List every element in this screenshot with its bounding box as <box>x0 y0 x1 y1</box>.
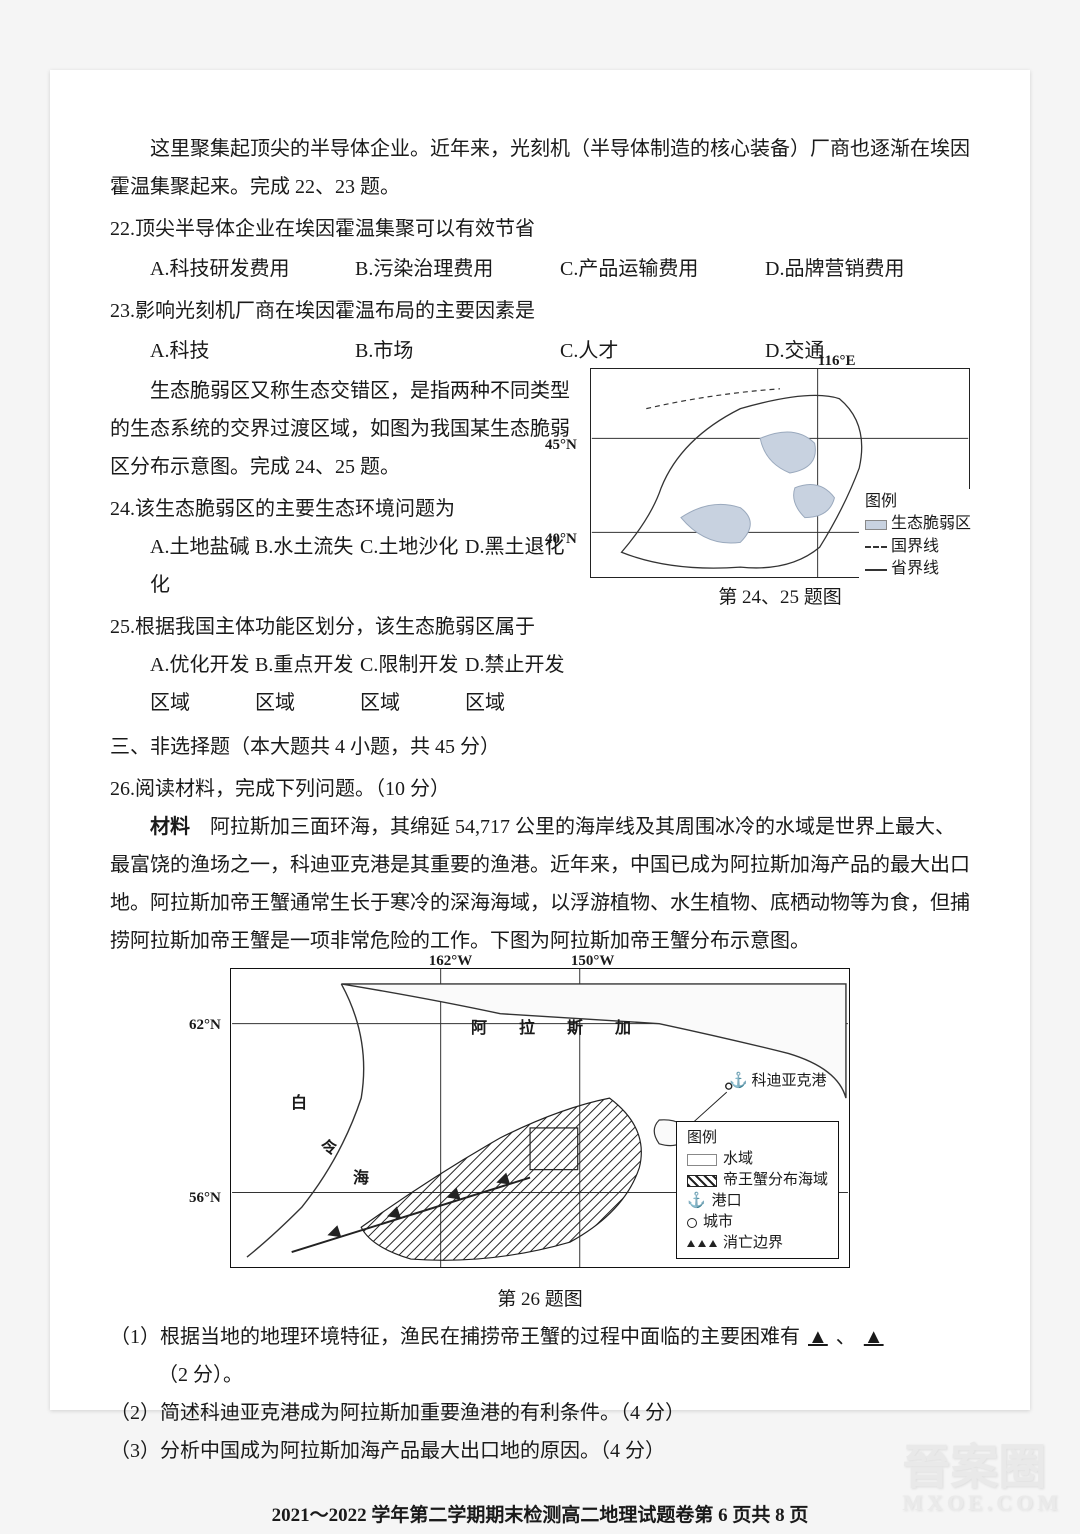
map1-legend-province: 省界线 <box>891 560 939 577</box>
q23-opt-c: C.人才 <box>560 332 765 370</box>
q25-opt-c: C.限制开发区域 <box>360 646 465 722</box>
q23-opt-b: B.市场 <box>355 332 560 370</box>
q22-stem: 22.顶尖半导体企业在埃因霍温集聚可以有效节省 <box>110 210 970 248</box>
map2-lat62: 62°N <box>189 1011 221 1040</box>
material-label: 材料 <box>150 816 190 838</box>
q25-options: A.优化开发区域 B.重点开发区域 C.限制开发区域 D.禁止开发区域 <box>110 646 570 722</box>
map2-legend-title: 图例 <box>687 1128 828 1149</box>
q25-opt-a: A.优化开发区域 <box>150 646 255 722</box>
water-swatch-icon <box>687 1154 717 1166</box>
material-text: 阿拉斯加三面环海，其绵延 54,717 公里的海岸线及其周围冰冷的水域是世界上最… <box>110 816 970 952</box>
map1-legend: 图例 生态脆弱区 国界线 省界线 <box>859 489 971 583</box>
q22-options: A.科技研发费用 B.污染治理费用 C.产品运输费用 D.品牌营销费用 <box>110 250 970 288</box>
watermark-main: 晉案圈 <box>902 1444 1062 1492</box>
blank-2: ▲ <box>856 1318 892 1356</box>
legend-boundary: 消亡边界 <box>723 1233 783 1254</box>
q22-opt-b: B.污染治理费用 <box>355 250 560 288</box>
section-3-title: 三、非选择题（本大题共 4 小题，共 45 分） <box>110 728 970 766</box>
q26-sub1: （1）根据当地的地理环境特征，渔民在捕捞帝王蟹的过程中面临的主要困难有▲、▲ <box>110 1318 970 1356</box>
sep: 、 <box>836 1326 856 1348</box>
q26-sub2: （2）简述科迪亚克港成为阿拉斯加重要渔港的有利条件。（4 分） <box>110 1394 970 1432</box>
boundary-icon <box>687 1240 717 1247</box>
q24-opt-c: C.土地沙化 <box>360 528 465 604</box>
label-kodiak-port: ⚓ 科迪亚克港 <box>729 1067 826 1096</box>
anchor-icon: ⚓ <box>687 1191 706 1212</box>
label-bering-3: 海 <box>353 1164 369 1194</box>
page-footer: 2021～2022 学年第二学期期末检测高二地理试题卷第 6 页共 8 页 <box>110 1498 970 1534</box>
q24-opt-b: B.水土流失 <box>255 528 360 604</box>
q22-opt-c: C.产品运输费用 <box>560 250 765 288</box>
q22-opt-a: A.科技研发费用 <box>150 250 355 288</box>
map1-lat40-label: 40°N <box>545 525 577 554</box>
map1-legend-national: 国界线 <box>891 538 939 555</box>
q25-opt-d: D.禁止开发区域 <box>465 646 570 722</box>
q22-opt-d: D.品牌营销费用 <box>765 250 970 288</box>
q23-opt-a: A.科技 <box>150 332 355 370</box>
map2-lon162: 162°W <box>429 947 473 976</box>
map1-lon-label: 116°E <box>818 347 856 376</box>
hatch-swatch-icon <box>687 1175 717 1187</box>
map2-legend: 图例 水域 帝王蟹分布海域 ⚓ 港口 城市 消亡边界 <box>676 1121 839 1259</box>
map-26-container: 162°W 150°W 62°N 56°N <box>110 968 970 1318</box>
legend-port: 港口 <box>712 1191 742 1212</box>
map-24-25: 116°E 45°N 40°N 图例 生态脆弱区 国界线 省界线 <box>590 368 970 578</box>
exam-page: 这里聚集起顶尖的半导体企业。近年来，光刻机（半导体制造的核心装备）厂商也逐渐在埃… <box>50 70 1030 1410</box>
map-26: 162°W 150°W 62°N 56°N <box>230 968 850 1268</box>
label-bering-2: 令 <box>321 1134 337 1164</box>
q26-sub1-score: （2 分）。 <box>110 1356 970 1394</box>
anchor-icon: ⚓ <box>729 1073 748 1089</box>
city-circle-icon <box>687 1218 697 1228</box>
legend-water: 水域 <box>723 1149 753 1170</box>
solid-line-icon <box>865 569 887 571</box>
q26-sub3: （3）分析中国成为阿拉斯加海产品最大出口地的原因。（4 分） <box>110 1432 970 1470</box>
map1-caption: 第 24、25 题图 <box>590 580 970 616</box>
map2-lon150: 150°W <box>571 947 615 976</box>
map2-lat56: 56°N <box>189 1184 221 1213</box>
q25-opt-b: B.重点开发区域 <box>255 646 360 722</box>
q26-sub1-text: （1）根据当地的地理环境特征，渔民在捕捞帝王蟹的过程中面临的主要困难有 <box>110 1326 800 1348</box>
legend-crab: 帝王蟹分布海域 <box>723 1170 828 1191</box>
map1-lat45-label: 45°N <box>545 431 577 460</box>
q23-stem: 23.影响光刻机厂商在埃因霍温布局的主要因素是 <box>110 292 970 330</box>
q26-material: 材料 阿拉斯加三面环海，其绵延 54,717 公里的海岸线及其周围冰冷的水域是世… <box>110 808 970 960</box>
watermark-url: MXOE.COM <box>902 1492 1062 1514</box>
map1-legend-title: 图例 <box>865 491 971 513</box>
label-bering-1: 白 <box>291 1089 307 1119</box>
map-24-25-container: 116°E 45°N 40°N 图例 生态脆弱区 国界线 省界线 第 24、25… <box>590 368 970 616</box>
legend-city: 城市 <box>703 1212 733 1233</box>
context-paragraph: 这里聚集起顶尖的半导体企业。近年来，光刻机（半导体制造的核心装备）厂商也逐渐在埃… <box>110 130 970 206</box>
label-alaska: 阿 拉 斯 加 <box>471 1014 645 1044</box>
map1-legend-fragile: 生态脆弱区 <box>891 515 971 532</box>
q24-opt-a: A.土地盐碱化 <box>150 528 255 604</box>
watermark: 晉案圈 MXOE.COM <box>902 1444 1062 1514</box>
blank-1: ▲ <box>800 1318 836 1356</box>
map2-caption: 第 26 题图 <box>110 1282 970 1318</box>
fragile-swatch-icon <box>865 520 887 530</box>
q24-options: A.土地盐碱化 B.水土流失 C.土地沙化 D.黑土退化 <box>110 528 570 604</box>
dash-line-icon <box>865 546 887 548</box>
q26-title: 26.阅读材料，完成下列问题。（10 分） <box>110 770 970 808</box>
q23-opt-d: D.交通 <box>765 332 970 370</box>
